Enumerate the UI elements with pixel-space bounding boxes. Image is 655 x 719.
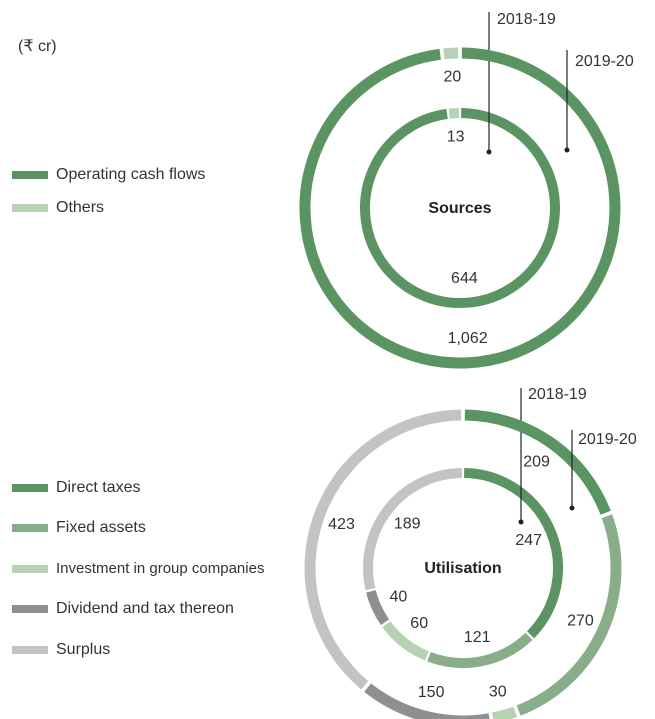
leader-dot [564,147,570,153]
legend-label: Operating cash flows [56,166,205,183]
donut-segment [427,632,533,668]
legend-swatch [12,646,48,654]
donut-segment [516,514,622,716]
donut-segment [464,409,611,515]
series-label: 2018-19 [497,11,556,28]
value-label: 20 [443,68,461,85]
donut-segment [363,468,462,591]
value-label: 150 [418,684,445,701]
value-label: 60 [410,615,428,632]
unit-label: (₹ cr) [18,38,57,55]
legend-swatch [12,484,48,492]
value-label: 270 [567,613,594,630]
leader-dot [518,519,524,525]
value-label: 40 [390,589,408,606]
donut-segment [299,47,621,369]
legend-swatch [12,171,48,179]
legend-label: Surplus [56,641,110,658]
legend-swatch [12,565,48,573]
chart-title: Utilisation [424,560,501,577]
leader-dot [486,149,492,155]
chart-title: Sources [428,200,491,217]
legend-label: Others [56,199,104,216]
value-label: 189 [394,515,421,532]
legend-label: Direct taxes [56,479,140,496]
donut-segment [304,409,462,690]
legend-label: Fixed assets [56,519,146,536]
value-label: 247 [515,532,542,549]
legend-label: Investment in group companies [56,560,264,577]
value-label: 644 [451,270,478,287]
donut-segment [364,683,490,719]
leader-dot [569,505,575,511]
value-label: 209 [523,453,550,470]
series-label: 2018-19 [528,386,587,403]
legend-swatch [12,605,48,613]
legend-label: Dividend and tax thereon [56,600,234,617]
value-label: 1,062 [448,330,488,347]
value-label: 121 [464,629,491,646]
donut-segment [360,108,560,308]
series-label: 2019-20 [575,53,634,70]
series-label: 2019-20 [578,431,637,448]
donut-segment [491,706,518,719]
donut-segment [366,590,390,626]
value-label: 13 [447,128,465,145]
legend-swatch [12,524,48,532]
value-label: 423 [328,516,355,533]
legend-swatch [12,204,48,212]
value-label: 30 [489,683,507,700]
donut-segment [443,47,459,60]
donut-segment [464,468,563,639]
donut-segment [382,620,429,661]
donut-segment [448,108,459,119]
